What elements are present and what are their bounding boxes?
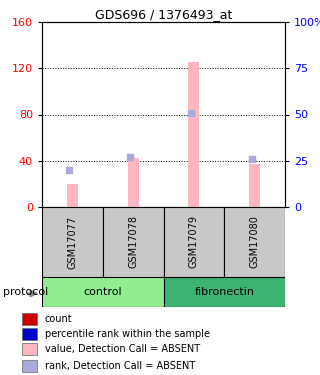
Bar xyxy=(128,159,139,207)
Text: GSM17077: GSM17077 xyxy=(68,215,77,268)
Bar xyxy=(22,343,37,355)
Bar xyxy=(164,277,285,307)
Text: count: count xyxy=(45,314,72,324)
Text: rank, Detection Call = ABSENT: rank, Detection Call = ABSENT xyxy=(45,361,195,371)
Bar xyxy=(22,360,37,372)
Bar xyxy=(188,63,199,207)
Text: fibronectin: fibronectin xyxy=(194,287,254,297)
Bar xyxy=(224,207,285,277)
Title: GDS696 / 1376493_at: GDS696 / 1376493_at xyxy=(95,8,232,21)
Text: protocol: protocol xyxy=(3,287,48,297)
Bar xyxy=(42,277,164,307)
Bar xyxy=(22,328,37,340)
Bar xyxy=(249,164,260,207)
Bar xyxy=(67,184,78,207)
Text: control: control xyxy=(84,287,122,297)
Text: GSM17080: GSM17080 xyxy=(250,216,260,268)
Bar xyxy=(164,207,224,277)
Bar xyxy=(103,207,164,277)
Text: GSM17079: GSM17079 xyxy=(189,216,199,268)
Text: percentile rank within the sample: percentile rank within the sample xyxy=(45,329,210,339)
Bar xyxy=(42,207,103,277)
Bar xyxy=(22,313,37,326)
Text: value, Detection Call = ABSENT: value, Detection Call = ABSENT xyxy=(45,344,200,354)
Text: GSM17078: GSM17078 xyxy=(128,216,138,268)
